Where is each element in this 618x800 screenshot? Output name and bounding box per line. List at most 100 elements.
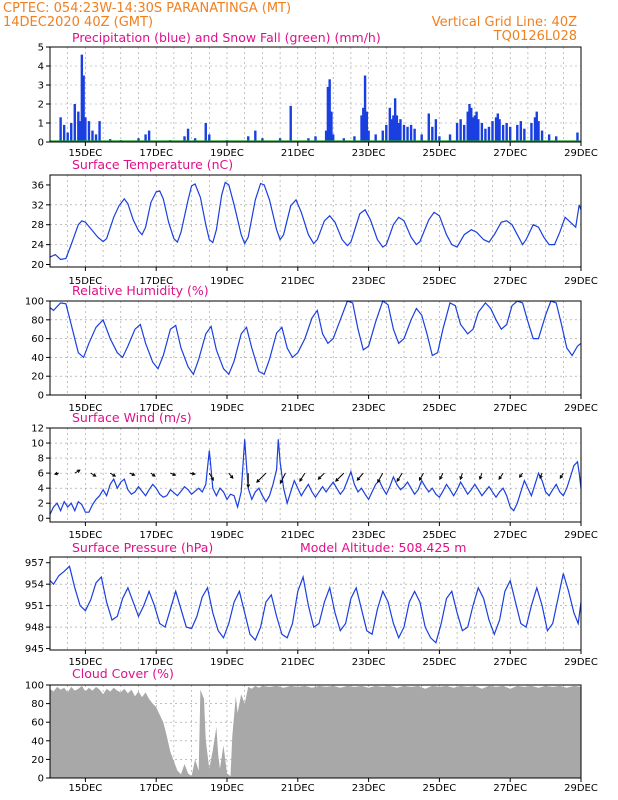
temp-title: Surface Temperature (nC) [72,157,233,172]
precip-bar [392,115,395,142]
precip-bar [555,136,558,142]
rh-ytick-label: 20 [31,372,44,383]
precip-bar [261,138,264,142]
precip-bar [247,136,250,142]
precip-bar [186,128,190,142]
precip-bar [59,117,62,142]
precip-bar [395,115,399,142]
precip-bar [397,123,400,142]
cloud-ytick-label: 0 [38,774,44,785]
precip-bar [475,111,478,142]
precip-bar [466,111,469,142]
precip-bar [530,123,533,142]
precip-bar [314,136,317,142]
header-model: TQ0126L028 [493,29,577,44]
precip-bar [399,119,402,142]
cloud-xtick-label: 15DEC [69,783,103,794]
precip-bar [519,121,523,142]
cloud-ytick-label: 20 [31,755,44,766]
wind-vector [170,472,177,476]
precip-bar [501,124,505,142]
pressure-xtick-label: 29DEC [564,657,598,668]
precip-bar [326,86,330,142]
rh-frame [49,300,582,396]
precip-bar [381,130,384,142]
wind-vector [317,472,325,480]
pressure-xtick-label: 21DEC [281,657,315,668]
rh-xtick-label: 23DEC [352,403,386,414]
wind-vector-head [498,476,503,480]
precip-bar [363,75,367,142]
rh-ytick-label: 40 [31,353,44,364]
precip-xtick-label: 23DEC [352,148,386,159]
wind-ytick-label: 4 [38,484,44,495]
cloud-ytick-label: 100 [25,681,44,692]
precip-bar [393,98,397,142]
precip-bar [137,138,140,142]
precip-bar [402,124,406,142]
pressure-ytick-label: 951 [25,601,44,612]
temp-frame [49,174,582,268]
wind-vector [208,472,214,482]
precip-bar [70,123,73,142]
precip-bar [406,126,409,142]
precip-bar [328,79,331,142]
precip-bar [353,136,356,142]
rh-ytick-label: 0 [38,391,44,402]
pressure-series-line [49,565,582,644]
temp-xtick-label: 15DEC [69,276,103,287]
header-grid-line: Vertical Grid Line: 40Z [432,15,577,30]
precip-bar [82,75,85,142]
precip-title: Precipitation (blue) and Snow Fall (gree… [72,30,381,45]
precip-bar [94,134,98,142]
precip-bar [390,119,393,142]
cloud-cover-area [50,685,581,778]
pressure-panel: Surface Pressure (hPa) Model Altitude: 50… [25,540,598,668]
temp-ytick-label: 36 [31,180,44,191]
cloud-frame [49,684,582,779]
wind-vector-head [335,478,339,482]
precip-bar [98,121,101,142]
precip-ytick-label: 3 [38,81,44,92]
precip-xtick-label: 25DEC [423,148,457,159]
pressure-title: Surface Pressure (hPa) [72,540,213,555]
precip-xtick-label: 19DEC [210,148,244,159]
precip-bar [289,105,292,142]
pressure-frame [49,556,582,651]
precip-bar [533,117,537,142]
pressure-xtick-label: 17DEC [139,657,173,668]
precip-bar [480,123,484,142]
pressure-xtick-label: 19DEC [210,657,244,668]
wind-ytick-label: 10 [31,439,44,450]
temp-xtick-label: 17DEC [139,276,173,287]
cloud-xtick-label: 21DEC [281,783,315,794]
wind-vector [518,472,523,478]
precip-bar [365,111,369,142]
precip-panel: Precipitation (blue) and Snow Fall (gree… [38,30,598,159]
wind-vector-head [419,477,423,482]
precip-bar [427,113,430,142]
rh-xtick-label: 19DEC [210,403,244,414]
wind-xtick-label: 25DEC [423,530,457,541]
cloud-title: Cloud Cover (%) [72,666,174,681]
precip-bar [409,124,413,142]
precip-ytick-label: 1 [38,119,44,130]
precip-bar [496,113,500,142]
precip-bar [204,123,207,142]
wind-vector [419,472,424,482]
precip-ytick-label: 4 [38,62,44,73]
wind-xtick-label: 21DEC [281,530,315,541]
temp-xtick-label: 25DEC [423,276,457,287]
wind-vector [189,471,196,476]
wind-title: Surface Wind (m/s) [72,410,192,425]
wind-vector-head [151,473,156,477]
wind-vector-head [439,476,443,481]
precip-bar [434,119,438,142]
wind-vector-shaft [279,472,286,484]
precip-bar [547,134,551,142]
temp-ytick-label: 28 [31,220,44,231]
precip-bar [455,123,459,142]
wind-xtick-label: 19DEC [210,530,244,541]
wind-vector-head [559,475,564,479]
wind-vector [256,472,267,483]
